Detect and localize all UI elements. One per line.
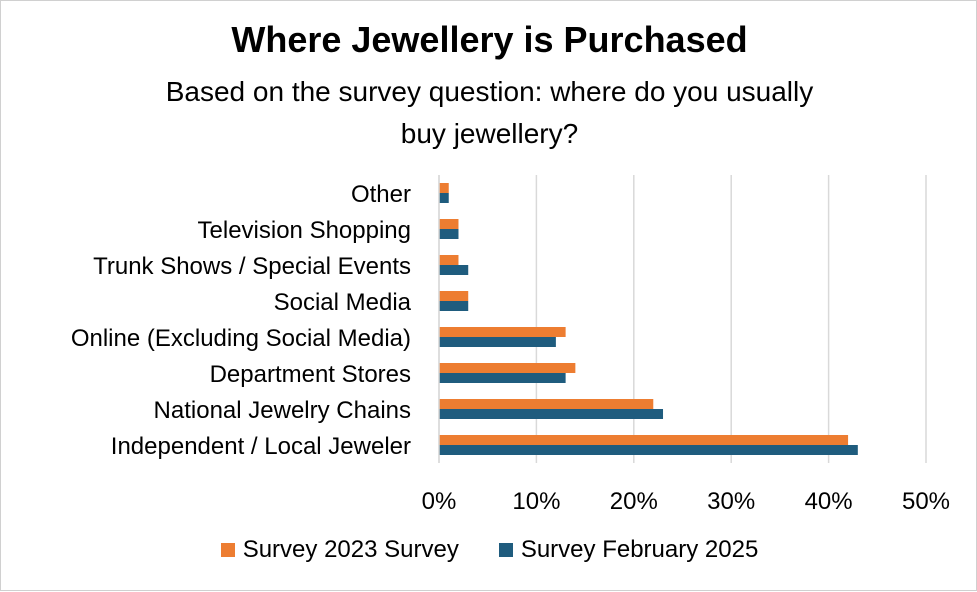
bar-series-1-1	[439, 219, 459, 229]
bar-series-1-0	[439, 183, 449, 193]
chart-title: Where Jewellery is Purchased	[231, 19, 748, 60]
legend-swatch-series-2	[498, 543, 513, 557]
category-label-2: Trunk Shows / Special Events	[93, 253, 411, 280]
category-label-3: Social Media	[274, 289, 412, 316]
bar-series-1-2	[439, 255, 459, 265]
bar-series-2-0	[439, 193, 449, 203]
chart-legend: Survey 2023 Survey Survey February 2025	[1, 536, 977, 564]
legend-label-series-1: Survey 2023 Survey	[242, 536, 459, 563]
category-label-0: Other	[351, 181, 411, 208]
category-label-6: National Jewelry Chains	[154, 397, 411, 424]
bar-series-2-3	[439, 301, 469, 311]
x-tick-label-2: 20%	[610, 488, 658, 515]
x-tick-label-3: 30%	[707, 488, 755, 515]
chart-subtitle-line-2: buy jewellery?	[400, 118, 579, 149]
category-label-5: Department Stores	[210, 361, 411, 388]
bar-series-1-3	[439, 291, 469, 301]
category-label-1: Television Shopping	[198, 217, 411, 244]
x-tick-label-1: 10%	[512, 488, 560, 515]
x-tick-label-5: 50%	[902, 488, 950, 515]
legend-item-series-2: Survey February 2025	[498, 536, 759, 564]
legend-label-series-2: Survey February 2025	[520, 536, 759, 563]
bar-series-1-4	[439, 327, 566, 337]
category-label-4: Online (Excluding Social Media)	[71, 325, 411, 352]
bar-series-1-6	[439, 399, 654, 409]
legend-swatch-series-1	[220, 543, 235, 557]
category-label-7: Independent / Local Jeweler	[111, 433, 411, 460]
bar-series-1-5	[439, 363, 576, 373]
bar-series-1-7	[439, 435, 849, 445]
bar-series-2-7	[439, 445, 858, 455]
bar-series-2-5	[439, 373, 566, 383]
bar-series-2-6	[439, 409, 664, 419]
x-tick-label-0: 0%	[422, 488, 457, 515]
chart-subtitle-line-1: Based on the survey question: where do y…	[165, 76, 814, 107]
chart-subtitle: Based on the survey question: where do y…	[1, 71, 977, 155]
bar-series-2-1	[439, 229, 459, 239]
bar-series-2-4	[439, 337, 556, 347]
x-tick-label-4: 40%	[805, 488, 853, 515]
legend-item-series-1: Survey 2023 Survey	[220, 536, 459, 564]
bar-series-2-2	[439, 265, 469, 275]
